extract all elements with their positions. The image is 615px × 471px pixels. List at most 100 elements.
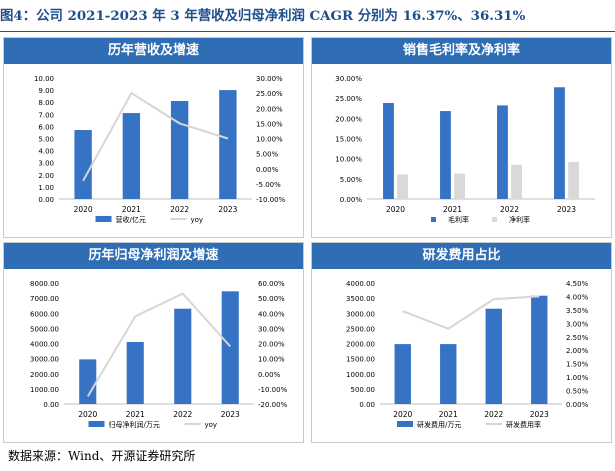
y-tick-label-left: 500.00 — [351, 386, 376, 394]
bar — [126, 341, 144, 404]
bar — [383, 103, 394, 199]
x-tick-label: 2022 — [500, 205, 519, 214]
y-tick-label-right: 60.00% — [258, 280, 285, 288]
figure-title: 图4：公司 2021-2023 年 3 年营收及归母净利润 CAGR 分别为 1… — [0, 0, 615, 32]
y-tick-label-left: 7000.00 — [30, 295, 59, 303]
y-tick-label-right: 10.00% — [256, 136, 283, 144]
series-line — [402, 295, 540, 330]
y-tick-label-right: 5.00% — [256, 151, 279, 159]
y-tick-label-left: 2000.00 — [30, 371, 59, 379]
y-tick-label-right: 10.00% — [258, 356, 285, 364]
chart-panel-margin: 销售毛利率及净利率 30.00% 25.00% 20.00% 15.00% 10.00%… — [311, 37, 612, 238]
y-tick-label-right: 1.50% — [566, 361, 589, 369]
bar — [219, 90, 237, 199]
y-tick-label-left: 0.00 — [359, 401, 375, 409]
bar — [122, 113, 141, 199]
y-tick-label-left: 3500.00 — [346, 295, 375, 303]
chart-panel-revenue: 历年营收及增速 10.00 9.00 8.00 7.00 6.00 5.00 4.00 3.0… — [3, 37, 304, 238]
x-tick-label: 2023 — [557, 205, 576, 214]
series-line — [86, 292, 232, 397]
y-tick-label-left: 6.00 — [38, 123, 54, 131]
legend-swatch — [492, 217, 497, 222]
y-tick-label-left: 1.00 — [38, 184, 54, 192]
y-tick-label-right: 20.00% — [256, 105, 283, 113]
y-tick-label-right: -10.00% — [258, 386, 288, 394]
legend-label: 毛利率 — [448, 215, 469, 224]
bar — [74, 130, 92, 199]
bar — [397, 174, 408, 199]
y-tick-label-left: 10.00 — [34, 75, 54, 83]
y-tick-label-right: 25.00% — [256, 90, 283, 98]
bar — [454, 173, 465, 199]
y-tick-label-right: 4.50% — [566, 280, 589, 288]
y-tick-label-left: 8.00 — [38, 99, 54, 107]
chart-title-revenue: 历年营收及增速 — [4, 38, 303, 64]
y-tick-label-left: 9.00 — [38, 87, 54, 95]
source-note: 数据来源：Wind、开源证券研究所 — [8, 449, 196, 463]
y-tick-label-left: 15.00% — [335, 136, 362, 144]
y-tick-label-right: -20.00% — [258, 401, 288, 409]
x-tick-label: 2021 — [122, 205, 141, 214]
y-tick-label-left: 0.00% — [340, 196, 363, 204]
chart-title-margin: 销售毛利率及净利率 — [312, 38, 611, 64]
y-tick-label-left: 1000.00 — [30, 386, 59, 394]
y-tick-label-left: 5.00% — [340, 176, 363, 184]
bar — [170, 100, 189, 199]
y-tick-label-left: 3.00 — [38, 160, 54, 168]
chart-svg-revenue: 10.00 9.00 8.00 7.00 6.00 5.00 4.00 3.00 2.00 1.0… — [34, 75, 286, 224]
legend-label: yoy — [191, 216, 204, 224]
x-tick-label: 2023 — [218, 205, 237, 214]
bar — [174, 308, 192, 404]
y-tick-label-left: 25.00% — [335, 95, 362, 103]
legend-label: yoy — [205, 421, 218, 429]
chart-svg-net-profit: 8000.00 7000.00 6000.00 5000.00 4000.00 3000.… — [30, 280, 288, 429]
bar — [440, 111, 451, 199]
legend-swatch — [431, 217, 436, 222]
x-tick-label: 2021 — [443, 205, 462, 214]
bar — [554, 87, 565, 199]
y-tick-label-left: 3000.00 — [346, 310, 375, 318]
y-tick-label-right: 30.00% — [258, 325, 285, 333]
y-tick-label-left: 1000.00 — [346, 371, 375, 379]
bar — [531, 295, 548, 404]
x-tick-label: 2022 — [170, 205, 189, 214]
y-tick-label-left: 4.00 — [38, 148, 54, 156]
legend-swatch — [95, 216, 112, 222]
chart-svg-margin: 30.00% 25.00% 20.00% 15.00% 10.00% 5.00% 0.00%… — [335, 75, 595, 224]
y-tick-label-left: 5.00 — [38, 136, 54, 144]
y-tick-label-right: 15.00% — [256, 120, 283, 128]
y-tick-label-left: 1500.00 — [346, 356, 375, 364]
y-tick-label-right: 40.00% — [258, 310, 285, 318]
legend-label: 营收/亿元 — [116, 215, 146, 224]
y-tick-label-left: 10.00% — [335, 156, 362, 164]
y-tick-label-right: 3.50% — [566, 307, 589, 315]
y-tick-label-left: 2000.00 — [346, 341, 375, 349]
legend-label: 研发费用率 — [506, 420, 541, 429]
y-tick-label-left: 2.00 — [38, 172, 54, 180]
y-tick-label-left: 2500.00 — [346, 325, 375, 333]
y-tick-label-left: 20.00% — [335, 115, 362, 123]
legend-swatch — [397, 421, 413, 427]
y-tick-label-right: 1.00% — [566, 374, 589, 382]
x-tick-label: 2020 — [393, 410, 412, 419]
x-tick-label: 2021 — [439, 410, 458, 419]
bar — [511, 164, 522, 199]
y-tick-label-right: 0.50% — [566, 388, 589, 396]
y-tick-label-right: 20.00% — [258, 341, 285, 349]
y-tick-label-left: 8000.00 — [30, 280, 59, 288]
y-tick-label-left: 7.00 — [38, 111, 54, 119]
bar — [497, 105, 508, 199]
x-tick-label: 2020 — [386, 205, 405, 214]
x-tick-label: 2023 — [530, 410, 549, 419]
y-tick-label-left: 6000.00 — [30, 310, 59, 318]
x-tick-label: 2022 — [173, 410, 192, 419]
chart-title-net-profit: 历年归母净利润及增速 — [4, 243, 303, 269]
y-tick-label-left: 30.00% — [335, 75, 362, 83]
legend-label: 研发费用/万元 — [417, 420, 461, 429]
chart-panel-rnd: 研发费用占比 4000.00 3500.00 3000.00 2500.00 2000.… — [311, 242, 612, 443]
bar — [568, 161, 579, 199]
y-tick-label-left: 0.00 — [43, 401, 59, 409]
y-tick-label-right: 2.00% — [566, 347, 589, 355]
chart-title-rnd: 研发费用占比 — [312, 243, 611, 269]
y-tick-label-right: 50.00% — [258, 295, 285, 303]
